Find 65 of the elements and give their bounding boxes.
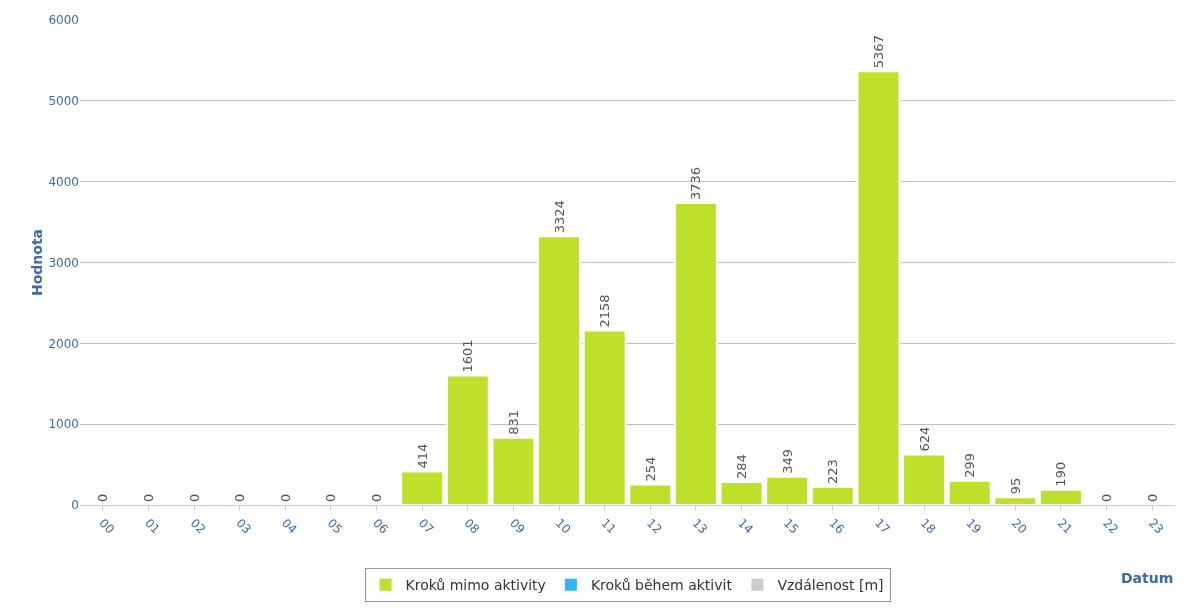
bar (902, 453, 947, 505)
data-label: 0 (1099, 493, 1115, 502)
y-tick-label: 4000 (48, 174, 79, 189)
bar (400, 470, 445, 505)
data-label: 624 (916, 426, 932, 452)
x-tick-label: 21 (1054, 515, 1076, 537)
x-tick-label: 23 (1145, 515, 1167, 537)
data-label: 190 (1053, 461, 1069, 487)
x-tick-label: 14 (735, 515, 756, 537)
y-tick-label: 5000 (48, 94, 79, 109)
x-tick-label: 13 (689, 515, 711, 537)
data-label: 3324 (551, 200, 567, 234)
x-tick-label: 15 (780, 515, 802, 537)
x-tick-label: 01 (142, 515, 163, 537)
bar (1038, 488, 1083, 505)
legend-label: Vzdálenost [m] (777, 577, 884, 594)
data-label: 349 (779, 448, 795, 474)
x-tick-label: 11 (598, 515, 620, 537)
x-tick-label: 07 (415, 515, 437, 537)
x-tick-label: 16 (826, 515, 848, 537)
data-label: 284 (734, 454, 750, 480)
bar (537, 235, 582, 505)
x-tick-label: 08 (461, 515, 483, 537)
x-tick-label: 06 (370, 515, 391, 537)
x-tick-label: 02 (187, 515, 209, 537)
data-label: 254 (642, 456, 658, 482)
data-label: 299 (962, 453, 978, 478)
data-label: 2158 (597, 294, 613, 328)
x-tick-label: 20 (1008, 515, 1030, 537)
x-tick-label: 03 (233, 515, 255, 537)
legend-label: Kroků mimo aktivity (405, 577, 546, 594)
x-tick-label: 10 (552, 515, 574, 537)
y-tick-label: 2000 (48, 336, 79, 351)
data-label: 0 (277, 493, 293, 502)
data-label: 223 (825, 459, 841, 484)
data-label: 0 (323, 493, 339, 502)
x-tick-label: 09 (507, 515, 528, 537)
data-label: 831 (505, 410, 521, 435)
data-label: 0 (95, 493, 111, 502)
data-label: 5367 (870, 35, 886, 69)
data-label: 95 (1007, 477, 1023, 495)
data-label: 414 (414, 443, 430, 469)
data-label: 0 (1144, 493, 1160, 502)
x-tick-label: 18 (917, 515, 939, 537)
data-label: 1601 (460, 339, 476, 373)
data-label: 0 (232, 493, 248, 502)
x-tick-label: 17 (872, 515, 893, 537)
y-tick-label: 3000 (48, 255, 79, 270)
y-axis-title: Hodnota (29, 228, 45, 297)
data-label: 0 (369, 493, 385, 502)
x-tick-label: 12 (643, 515, 665, 537)
y-tick-label: 1000 (48, 417, 79, 432)
y-tick-label: 0 (71, 498, 79, 513)
x-tick-label: 22 (1100, 515, 1121, 537)
data-label: 0 (140, 493, 156, 502)
legend-label: Kroků během aktivit (590, 577, 733, 594)
x-tick-label: 05 (324, 515, 346, 537)
x-tick-label: 04 (278, 515, 300, 537)
y-tick-label: 6000 (48, 13, 79, 28)
bar (673, 202, 718, 505)
x-tick-label: 19 (963, 515, 985, 537)
x-axis-title: Datum (1121, 570, 1174, 586)
data-label: 3736 (688, 166, 704, 201)
data-label: 0 (186, 493, 202, 502)
x-tick-label: 00 (96, 515, 118, 537)
